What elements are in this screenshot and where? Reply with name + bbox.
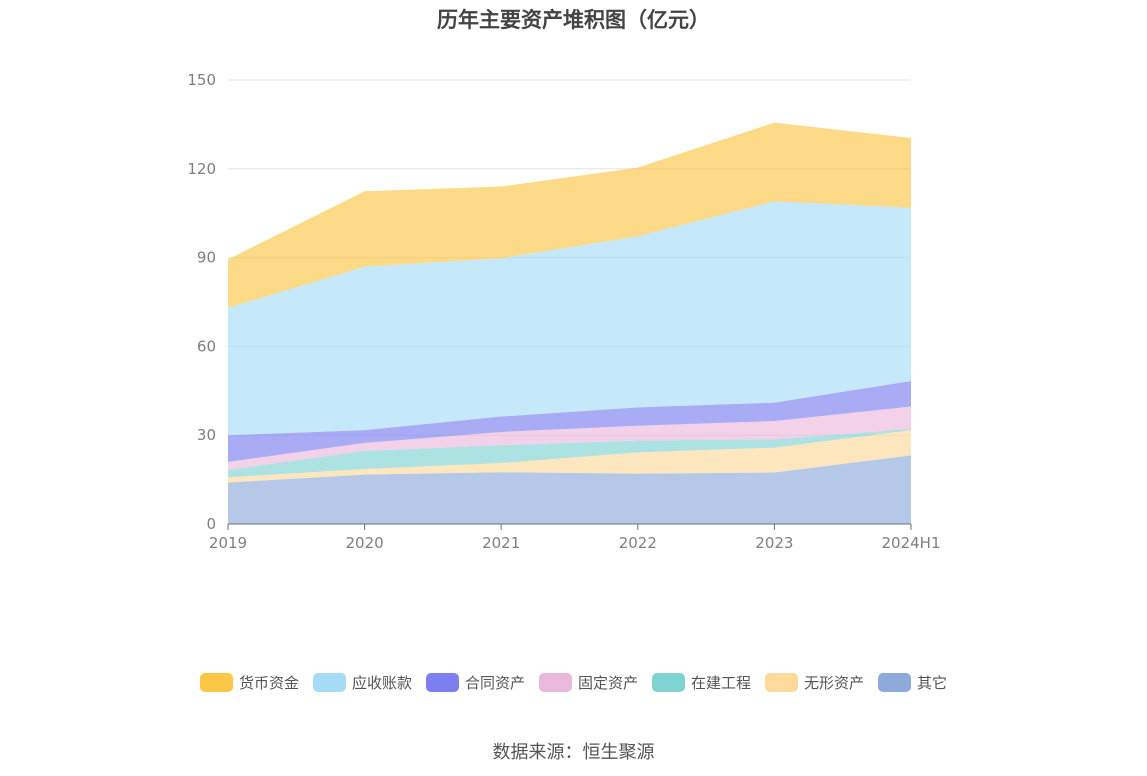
- area-合同资产: [228, 381, 911, 462]
- legend-item[interactable]: 在建工程: [652, 672, 751, 693]
- chart-title: 历年主要资产堆积图（亿元）: [437, 8, 710, 32]
- area-固定资产: [228, 406, 911, 470]
- legend-item[interactable]: 固定资产: [538, 672, 638, 693]
- x-tick-label: 2020: [346, 534, 384, 552]
- legend-label: 在建工程: [691, 674, 752, 692]
- area-在建工程: [228, 428, 911, 478]
- x-tick-label: 2019: [209, 534, 247, 552]
- y-tick-label: 90: [197, 249, 216, 267]
- area-应收账款: [228, 201, 911, 436]
- area-货币资金: [228, 122, 911, 308]
- y-tick-label: 150: [187, 71, 216, 89]
- x-tick-label: 2022: [619, 534, 657, 552]
- area-无形资产: [228, 430, 911, 483]
- legend-swatch: [765, 673, 799, 692]
- legend-swatch: [425, 673, 459, 692]
- legend-item[interactable]: 其它: [878, 672, 947, 693]
- legend-swatch: [538, 673, 572, 692]
- legend-item[interactable]: 货币资金: [199, 672, 299, 693]
- legend-swatch: [199, 673, 233, 692]
- y-tick-label: 120: [187, 160, 216, 178]
- legend-label: 合同资产: [464, 674, 525, 692]
- y-tick-label: 30: [197, 426, 216, 444]
- y-tick-label: 60: [197, 337, 216, 355]
- legend-label: 无形资产: [804, 674, 865, 692]
- y-tick-label: 0: [206, 515, 216, 533]
- x-tick-label: 2024H1: [882, 534, 941, 552]
- axis-layer: 0 30 60 90 120 150 2019 2020 2021 2022 2023 2024H1: [187, 71, 940, 552]
- legend-swatch: [312, 673, 346, 692]
- area-其它: [228, 455, 911, 524]
- x-tick-label: 2021: [482, 534, 520, 552]
- legend-swatch: [878, 673, 912, 692]
- legend-item[interactable]: 合同资产: [425, 672, 525, 693]
- source-note: 数据来源：恒生聚源: [492, 742, 655, 763]
- legend-item[interactable]: 应收账款: [312, 672, 412, 693]
- legend-label: 货币资金: [238, 674, 299, 692]
- legend-swatch: [652, 673, 685, 692]
- legend-item[interactable]: 无形资产: [765, 672, 864, 693]
- legend-label: 应收账款: [351, 674, 412, 692]
- area-layer: [228, 122, 911, 524]
- legend-label: 其它: [917, 674, 948, 692]
- legend-label: 固定资产: [577, 674, 638, 692]
- chart-plot: 0 30 60 90 120 150 2019 2020 2021 2022 2023 2024H1: [187, 71, 940, 552]
- legend: 货币资金 应收账款 合同资产 固定资产 在建工程 无形资产 其它: [0, 672, 1147, 693]
- x-tick-label: 2023: [755, 534, 793, 552]
